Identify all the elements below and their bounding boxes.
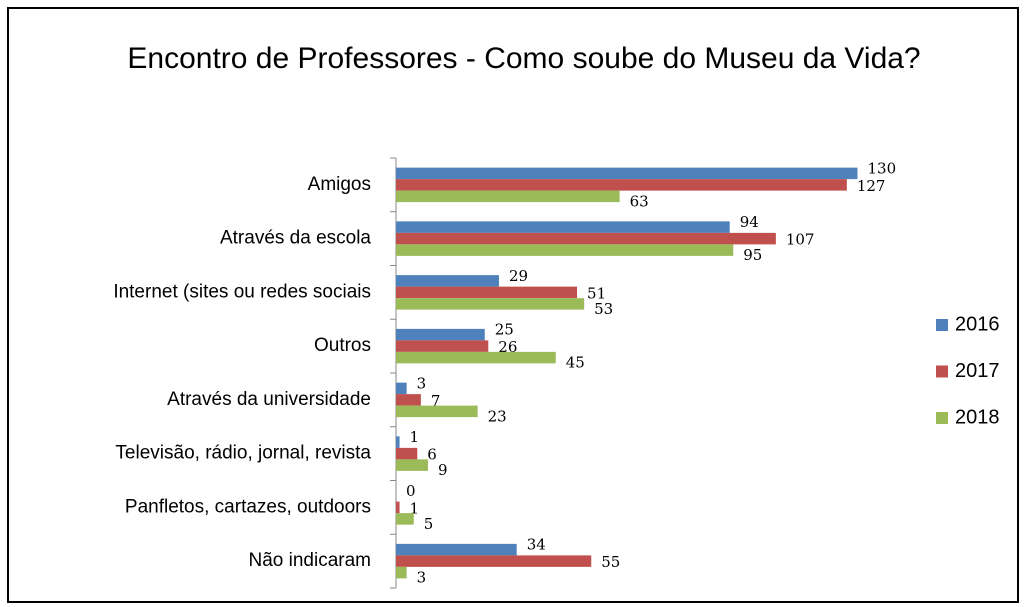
bar [396, 340, 489, 352]
value-label: 23 [488, 407, 507, 425]
value-label: 9 [438, 461, 448, 479]
value-label: 53 [594, 300, 613, 318]
value-label: 95 [743, 246, 762, 264]
legend-swatch [936, 412, 948, 424]
bar [396, 328, 485, 341]
category-label: Amigos [308, 174, 371, 195]
category-label: Através da escola [220, 228, 371, 249]
bar [396, 190, 620, 203]
value-label: 0 [406, 482, 416, 500]
bar [396, 167, 858, 180]
value-label: 127 [857, 177, 886, 195]
chart-title: Encontro de Professores - Como soube do … [127, 42, 921, 75]
bar [396, 436, 400, 448]
value-label: 34 [527, 536, 546, 554]
value-label: 130 [868, 159, 897, 177]
value-label: 1 [410, 428, 420, 446]
bar [396, 543, 517, 556]
bar [396, 298, 585, 310]
legend-label: 2017 [955, 360, 1000, 382]
value-label: 107 [786, 231, 815, 249]
value-label: 3 [417, 569, 427, 587]
bar [396, 405, 478, 418]
bar [396, 447, 418, 460]
bar [396, 566, 407, 579]
category-label: Internet (sites ou redes sociais [113, 281, 371, 302]
bar [396, 501, 400, 514]
bar [396, 179, 847, 191]
value-label: 7 [431, 392, 441, 410]
value-label: 5 [424, 515, 434, 533]
value-label: 6 [427, 446, 437, 464]
value-label: 51 [587, 284, 606, 302]
bar [396, 275, 499, 287]
legend-swatch [936, 319, 948, 331]
value-label: 63 [630, 192, 649, 210]
value-label: 1 [410, 499, 420, 517]
bar [396, 513, 414, 525]
bar [396, 351, 556, 364]
category-label: Panfletos, cartazes, outdoors [125, 496, 371, 517]
bar [396, 555, 592, 567]
bar [396, 232, 776, 245]
bar [396, 244, 734, 256]
value-label: 29 [509, 267, 528, 285]
bar [396, 221, 730, 233]
bar [396, 286, 578, 299]
value-label: 45 [566, 354, 585, 372]
category-label: Não indicaram [249, 550, 372, 571]
bar [396, 394, 421, 406]
value-label: 55 [601, 553, 620, 571]
value-label: 3 [417, 374, 427, 392]
category-label: Televisão, rádio, jornal, revista [115, 443, 371, 464]
legend-label: 2018 [955, 406, 1000, 428]
value-label: 25 [495, 321, 514, 339]
bar [396, 459, 428, 471]
legend-label: 2016 [955, 313, 1000, 335]
value-label: 26 [498, 338, 517, 356]
legend-swatch [936, 365, 948, 378]
value-label: 94 [740, 213, 759, 231]
category-label: Outros [314, 335, 371, 356]
category-label: Através da universidade [167, 389, 371, 410]
bar [396, 382, 407, 395]
